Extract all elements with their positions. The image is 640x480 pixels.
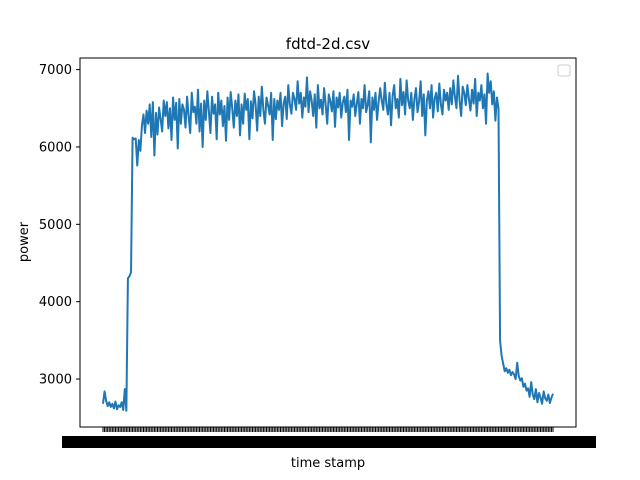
y-tick-label: 4000 xyxy=(39,295,72,310)
plot-frame xyxy=(79,57,577,428)
y-tick-label: 7000 xyxy=(39,63,72,78)
y-tick-label: 6000 xyxy=(39,140,72,155)
y-axis-label: power xyxy=(17,221,32,262)
plot-area xyxy=(102,72,554,412)
legend-box xyxy=(557,64,571,77)
x-axis-label: time stamp xyxy=(291,456,365,471)
y-axis: 3000 4000 5000 6000 7000 xyxy=(39,63,80,388)
x-tick-labels-overlapping xyxy=(62,436,596,448)
x-axis xyxy=(62,427,596,448)
chart-title: fdtd-2d.csv xyxy=(286,35,371,53)
y-tick-label: 5000 xyxy=(39,218,72,233)
y-tick-label: 3000 xyxy=(39,373,72,388)
series-line xyxy=(102,72,554,412)
